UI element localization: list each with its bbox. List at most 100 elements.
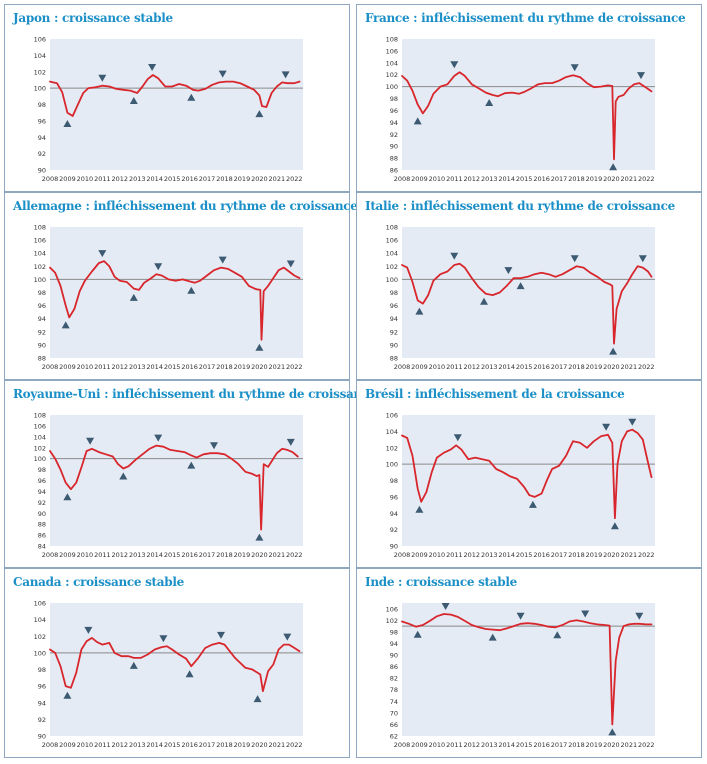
trough-marker (480, 297, 488, 305)
x-tick-label: 2009 (59, 741, 76, 749)
panel-title: France : infléchissement du rythme de cr… (365, 11, 686, 25)
trough-marker (185, 670, 194, 678)
y-tick-label: 102 (34, 444, 46, 452)
x-tick-label: 2013 (129, 551, 146, 559)
y-tick-label: 98 (390, 95, 398, 103)
x-tick-label: 2022 (286, 175, 303, 183)
x-tick-label: 2010 (77, 363, 94, 371)
x-tick-label: 2013 (481, 551, 498, 559)
x-tick-label: 2018 (568, 175, 585, 183)
y-tick-label: 82 (390, 675, 398, 683)
x-tick-label: 2012 (112, 363, 129, 371)
x-tick-label: 2021 (621, 363, 638, 371)
x-tick-label: 2014 (146, 551, 163, 559)
y-tick-label: 94 (38, 488, 46, 496)
series-line (49, 260, 301, 341)
trough-marker (608, 728, 617, 736)
x-tick-label: 2020 (603, 175, 620, 183)
x-tick-label: 2010 (429, 741, 446, 749)
x-tick-label: 2019 (234, 741, 251, 749)
peak-marker (286, 438, 295, 446)
y-tick-label: 96 (38, 302, 46, 310)
trough-marker (119, 472, 128, 480)
x-tick-label: 2012 (112, 551, 129, 559)
trough-marker (415, 505, 424, 513)
x-tick-label: 2012 (112, 175, 129, 183)
peak-marker (504, 267, 513, 275)
x-tick-label: 2012 (464, 363, 481, 371)
x-tick-label: 2022 (286, 741, 303, 749)
x-tick-label: 2016 (181, 363, 198, 371)
y-tick-label: 86 (38, 532, 46, 540)
peak-marker (86, 437, 95, 445)
x-tick-label: 2022 (638, 551, 655, 559)
x-tick-label: 2020 (251, 363, 268, 371)
x-tick-label: 2018 (216, 175, 233, 183)
x-tick-label: 2015 (516, 175, 533, 183)
x-tick-label: 2015 (164, 741, 181, 749)
x-tick-label: 2017 (199, 551, 216, 559)
x-tick-label: 2021 (621, 551, 638, 559)
panel-inde: Inde : croissance stable 62 66 70 74 78 82 86 9… (356, 568, 702, 758)
x-tick-label: 2015 (164, 363, 181, 371)
x-tick-label: 2013 (129, 175, 146, 183)
y-tick-label: 104 (34, 250, 46, 258)
y-tick-label: 92 (38, 716, 46, 724)
x-tick-label: 2020 (251, 741, 268, 749)
x-tick-label: 2014 (146, 741, 163, 749)
y-tick-label: 90 (38, 167, 46, 175)
y-tick-label: 98 (390, 477, 398, 485)
x-tick-label: 2011 (446, 363, 463, 371)
y-tick-label: 98 (390, 628, 398, 636)
peak-marker (218, 70, 227, 78)
x-tick-label: 2021 (269, 363, 286, 371)
y-tick-label: 94 (38, 699, 46, 707)
trough-marker (488, 633, 497, 641)
x-tick-label: 2022 (638, 175, 655, 183)
y-tick-label: 106 (386, 237, 398, 245)
x-tick-label: 2022 (286, 551, 303, 559)
x-tick-label: 2018 (216, 363, 233, 371)
y-tick-label: 96 (38, 117, 46, 125)
y-tick-label: 108 (386, 36, 398, 44)
y-tick-label: 74 (390, 698, 398, 706)
trough-marker (63, 493, 72, 501)
trough-marker (516, 282, 525, 290)
x-tick-label: 2011 (94, 363, 111, 371)
x-tick-label: 2021 (269, 741, 286, 749)
x-tick-label: 2018 (216, 741, 233, 749)
x-tick-label: 2015 (516, 741, 533, 749)
x-tick-label: 2020 (251, 551, 268, 559)
x-tick-label: 2017 (199, 175, 216, 183)
y-tick-label: 106 (386, 47, 398, 55)
y-tick-label: 94 (390, 640, 398, 648)
trough-marker (485, 99, 494, 106)
y-tick-label: 106 (34, 237, 46, 245)
y-tick-label: 98 (38, 466, 46, 474)
y-tick-label: 66 (390, 721, 398, 729)
x-tick-label: 2014 (498, 175, 515, 183)
x-tick-label: 2022 (286, 363, 303, 371)
x-tick-label: 2008 (394, 551, 411, 559)
x-tick-label: 2010 (429, 551, 446, 559)
x-tick-label: 2016 (533, 551, 550, 559)
peak-marker (628, 418, 637, 426)
x-tick-label: 2015 (164, 175, 181, 183)
trough-marker (413, 630, 422, 638)
trough-marker (528, 500, 537, 508)
x-tick-label: 2008 (42, 741, 59, 749)
y-tick-label: 100 (386, 461, 398, 469)
x-tick-label: 2014 (146, 363, 163, 371)
y-tick-label: 98 (38, 101, 46, 109)
y-tick-label: 90 (38, 733, 46, 741)
y-tick-label: 96 (390, 302, 398, 310)
y-tick-label: 90 (38, 510, 46, 518)
plot-area (50, 415, 303, 546)
peak-marker (154, 263, 163, 271)
x-tick-label: 2013 (129, 741, 146, 749)
y-tick-label: 84 (38, 543, 46, 551)
